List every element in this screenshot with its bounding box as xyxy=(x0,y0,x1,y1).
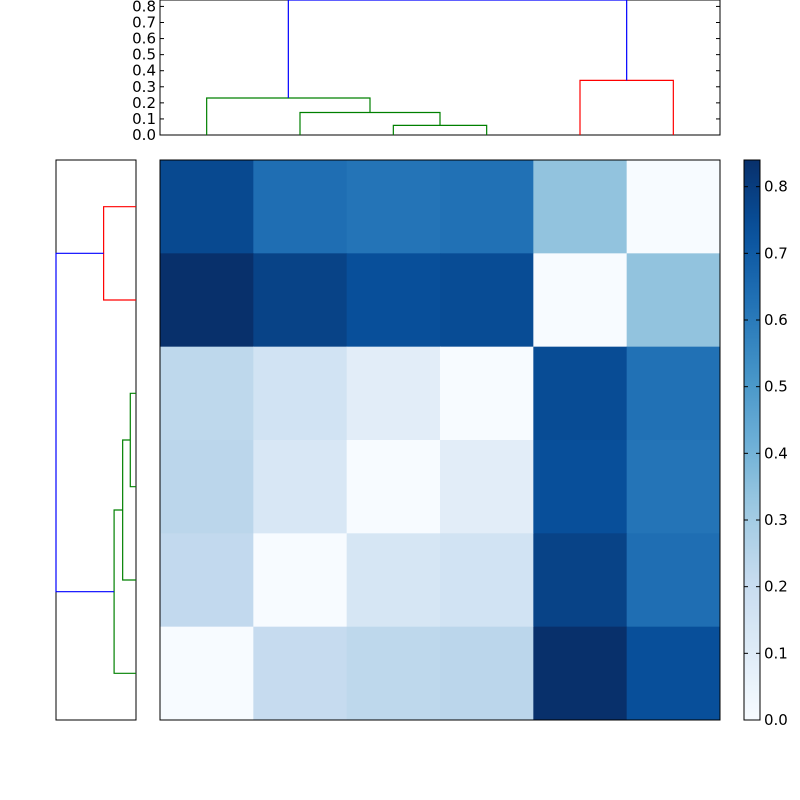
heatmap-cell-r3-c4 xyxy=(533,440,628,534)
left-dendrogram-link-3 xyxy=(113,509,136,674)
top-dendrogram-tick-label: 0.1 xyxy=(132,110,156,128)
heatmap-cell-r1-c2 xyxy=(346,253,441,348)
heatmap-frame xyxy=(159,159,721,721)
heatmap-cell-r0-c3 xyxy=(440,160,534,254)
top-dendrogram-link-1 xyxy=(299,111,441,135)
top-dendrogram-tick-label: 0.5 xyxy=(132,46,156,64)
top-dendrogram-link-2 xyxy=(206,97,371,135)
heatmap-cell-r2-c0 xyxy=(160,346,254,441)
heatmap-cell-r4-c1 xyxy=(253,533,348,628)
heatmap-cell-r4-c3 xyxy=(440,533,534,628)
left-dendrogram-link-4 xyxy=(55,252,115,593)
heatmap-cell-r0-c1 xyxy=(253,160,348,254)
heatmap-cell-r5-c4 xyxy=(533,626,628,721)
colorbar-tick-label: 0.2 xyxy=(764,578,788,596)
colorbar-tick-label: 0.0 xyxy=(764,711,788,729)
heatmap-cell-r3-c2 xyxy=(346,440,441,534)
top-dendrogram-tick-label: 0.3 xyxy=(132,78,156,96)
colorbar-frame xyxy=(743,159,761,721)
heatmap-matrix xyxy=(159,159,721,721)
colorbar-fill xyxy=(744,160,760,720)
heatmap-cell-r5-c3 xyxy=(440,626,534,721)
colorbar: 0.0 0.1 0.2 0.3 0.4 0.5 0.6 0.7 0.8 xyxy=(743,159,788,729)
top-dendrogram-tick-label: 0.2 xyxy=(132,94,156,112)
top-dendrogram: 0.00.10.20.30.40.50.60.70.8 xyxy=(132,0,721,144)
heatmap-cell-r1-c5 xyxy=(626,253,721,348)
heatmap-cell-r1-c3 xyxy=(440,253,534,348)
heatmap-cell-r0-c4 xyxy=(533,160,628,254)
heatmap-cell-r5-c5 xyxy=(626,626,721,721)
heatmap-cell-r2-c5 xyxy=(626,346,721,441)
top-dendrogram-link-3 xyxy=(579,79,674,135)
heatmap-cell-r5-c0 xyxy=(160,626,254,721)
heatmap-cell-r3-c5 xyxy=(626,440,721,534)
top-dendrogram-tick-label: 0.4 xyxy=(132,62,156,80)
left-dendrogram-link-0 xyxy=(103,206,136,301)
heatmap-cell-r2-c4 xyxy=(533,346,628,441)
heatmap-cell-r1-c0 xyxy=(160,253,254,348)
top-dendrogram-link-4 xyxy=(287,0,628,99)
heatmap-cell-r5-c1 xyxy=(253,626,348,721)
heatmap-cell-r0-c2 xyxy=(346,160,441,254)
heatmap-cell-r4-c2 xyxy=(346,533,441,628)
top-dendrogram-link-0 xyxy=(392,124,488,135)
colorbar-tick-label: 0.3 xyxy=(764,511,788,529)
heatmap-cell-r5-c2 xyxy=(346,626,441,721)
heatmap-cell-r2-c2 xyxy=(346,346,441,441)
colorbar-tick-label: 0.4 xyxy=(764,444,788,462)
heatmap-cell-r3-c0 xyxy=(160,440,254,534)
colorbar-tick-label: 0.6 xyxy=(764,311,788,329)
left-dendrogram xyxy=(55,159,137,721)
colorbar-tick-label: 0.7 xyxy=(764,244,788,262)
heatmap-cell-r4-c4 xyxy=(533,533,628,628)
colorbar-tick-label: 0.1 xyxy=(764,644,788,662)
top-dendrogram-tick-label: 0.7 xyxy=(132,14,156,32)
top-dendrogram-tick-label: 0.8 xyxy=(132,0,156,15)
heatmap-cell-r2-c1 xyxy=(253,346,348,441)
colorbar-tick-label: 0.8 xyxy=(764,178,788,196)
heatmap-cell-r0-c0 xyxy=(160,160,254,254)
top-dendrogram-frame xyxy=(159,0,721,136)
colorbar-tick-label: 0.5 xyxy=(764,378,788,396)
heatmap-cell-r4-c0 xyxy=(160,533,254,628)
heatmap-cell-r1-c4 xyxy=(533,253,628,348)
heatmap-cell-r2-c3 xyxy=(440,346,534,441)
heatmap-cell-r0-c5 xyxy=(626,160,721,254)
top-dendrogram-tick-label: 0.6 xyxy=(132,30,156,48)
heatmap-cell-r1-c1 xyxy=(253,253,348,348)
top-dendrogram-tick-label: 0.0 xyxy=(132,126,156,144)
heatmap-cell-r4-c5 xyxy=(626,533,721,628)
left-dendrogram-link-1 xyxy=(129,392,136,488)
heatmap-cell-r3-c3 xyxy=(440,440,534,534)
heatmap-cell-r3-c1 xyxy=(253,440,348,534)
left-dendrogram-link-2 xyxy=(122,439,136,581)
